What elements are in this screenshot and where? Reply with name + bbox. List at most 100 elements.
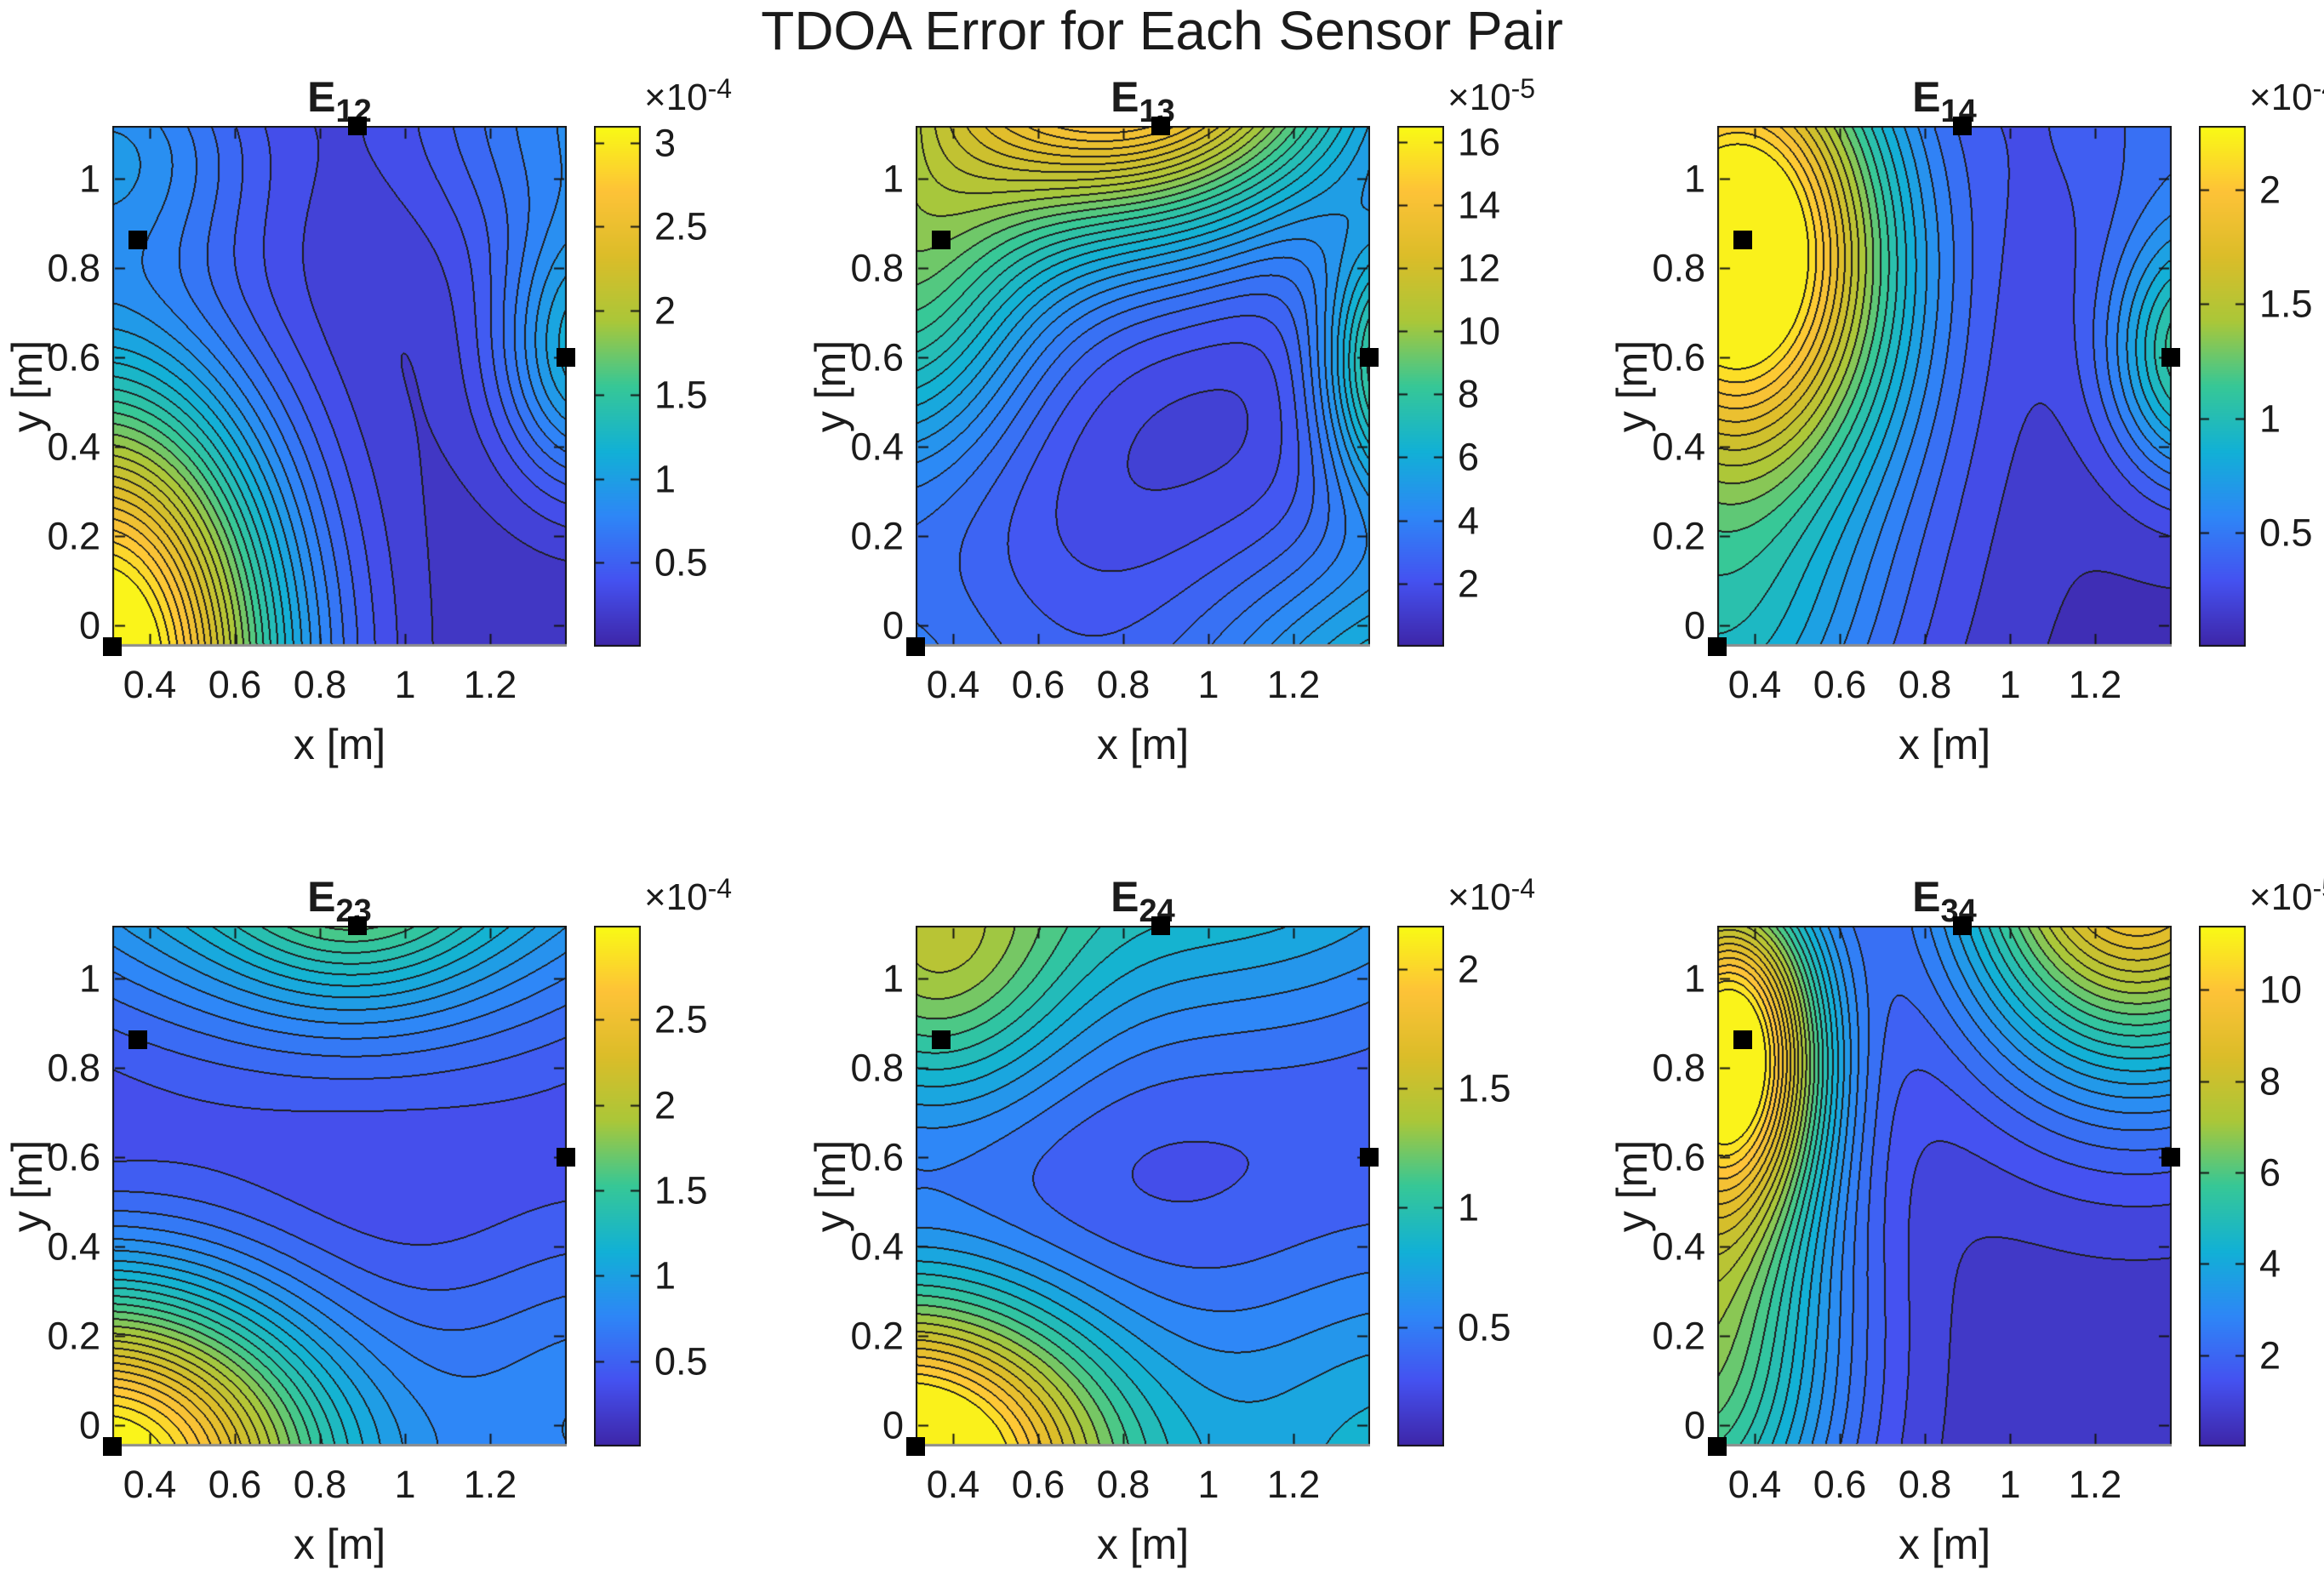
sensor-marker xyxy=(932,231,951,250)
sensor-marker xyxy=(1151,916,1170,935)
y-tick-label: 0 xyxy=(78,1403,100,1447)
sensor-marker xyxy=(348,117,367,135)
x-axis-label: x [m] xyxy=(1898,721,1991,768)
y-tick-label: 0.8 xyxy=(1652,246,1705,290)
x-tick-label: 1.2 xyxy=(2068,1463,2122,1506)
colorbar-tick-label: 1.5 xyxy=(1458,1066,1511,1110)
y-tick-label: 0.4 xyxy=(850,425,904,469)
sensor-marker xyxy=(348,916,367,935)
colorbar-tick-label: 12 xyxy=(1458,246,1501,290)
y-tick-label: 1 xyxy=(78,157,100,201)
contour-plot: 0.4 0.6 0.8 1 1.2 0 0.2 0.4 0.6 0.8 1 xyxy=(47,117,575,704)
sensor-marker xyxy=(557,1147,575,1167)
x-tick-label: 1.2 xyxy=(2068,663,2122,706)
y-axis-label: y [m] xyxy=(3,1139,51,1233)
figure-title: TDOA Error for Each Sensor Pair xyxy=(761,0,1563,61)
colorbar-exponent: ×10-5 xyxy=(1448,73,1536,118)
subplot-e14: E14 0.4 0.6 0.8 1 1.2 0 0.2 0.4 0.6 0.8 1 ×10-4 x … xyxy=(1608,73,2324,768)
y-tick-label: 0.4 xyxy=(850,1224,904,1269)
sensor-marker xyxy=(1733,231,1752,250)
colorbar-tick-label: 3 xyxy=(654,121,677,165)
y-tick-label: 0.6 xyxy=(1652,1135,1705,1179)
y-tick-label: 0 xyxy=(1683,603,1705,648)
colorbar-tick-label: 2.5 xyxy=(654,997,708,1041)
x-tick-label: 0.8 xyxy=(293,1463,347,1506)
y-tick-label: 0 xyxy=(882,1403,904,1447)
sensor-marker xyxy=(1151,117,1170,135)
x-tick-label: 0.4 xyxy=(1727,1463,1782,1506)
y-tick-label: 0.8 xyxy=(47,1046,100,1090)
colorbar xyxy=(1397,126,1444,647)
sensor-marker xyxy=(2161,1147,2180,1167)
colorbar-exponent: ×10-4 xyxy=(2249,73,2324,118)
x-axis-label: x [m] xyxy=(1096,1521,1190,1568)
y-tick-label: 0.2 xyxy=(850,514,904,558)
sensor-marker xyxy=(2161,347,2180,367)
y-tick-label: 0.4 xyxy=(47,425,100,469)
colorbar-tick-label: 8 xyxy=(1458,372,1480,416)
x-tick-label: 0.6 xyxy=(208,1463,262,1506)
x-tick-label: 0.6 xyxy=(1011,663,1065,706)
contour-plot: 0.4 0.6 0.8 1 1.2 0 0.2 0.4 0.6 0.8 1 xyxy=(1652,916,2180,1503)
colorbar-tick-label: 4 xyxy=(1458,499,1480,543)
y-tick-label: 1 xyxy=(882,956,904,1001)
colorbar-tick-label: 2 xyxy=(2259,1333,2281,1378)
x-tick-label: 0.4 xyxy=(123,1463,177,1506)
x-tick-label: 0.6 xyxy=(1813,1463,1867,1506)
x-axis-label: x [m] xyxy=(1096,721,1190,768)
x-tick-label: 0.8 xyxy=(1096,1463,1151,1506)
x-tick-label: 1.2 xyxy=(463,1463,517,1506)
y-tick-label: 0.6 xyxy=(1652,335,1705,379)
colorbar-tick-label: 2 xyxy=(1458,562,1480,606)
x-tick-label: 0.4 xyxy=(926,663,980,706)
y-axis-label: y [m] xyxy=(807,1139,854,1233)
colorbar-exponent: ×10-4 xyxy=(1448,873,1536,918)
sensor-marker xyxy=(128,231,147,250)
y-tick-label: 0.4 xyxy=(1652,1224,1705,1269)
x-tick-label: 1.2 xyxy=(1266,663,1321,706)
x-tick-label: 0.6 xyxy=(1813,663,1867,706)
colorbar-tick-label: 0.5 xyxy=(1458,1305,1511,1349)
colorbar-tick-label: 2 xyxy=(654,288,677,333)
y-tick-label: 0.2 xyxy=(47,1314,100,1358)
colorbar xyxy=(2199,126,2246,647)
colorbar-tick-label: 2 xyxy=(654,1083,677,1127)
sensor-marker xyxy=(128,1030,147,1050)
y-tick-label: 0.6 xyxy=(850,335,904,379)
x-tick-label: 0.8 xyxy=(1898,1463,1952,1506)
colorbar-tick-label: 10 xyxy=(1458,309,1501,353)
colorbar-tick-label: 1.5 xyxy=(2259,282,2313,326)
colorbar-tick-label: 2.5 xyxy=(654,204,708,248)
colorbar xyxy=(1397,926,1444,1446)
subplot-e34: E34 0.40.60.811.200.20.40.60.81 ×10-5 x … xyxy=(1608,873,2324,1568)
y-tick-label: 0.8 xyxy=(850,246,904,290)
x-tick-label: 1 xyxy=(1999,1463,2021,1506)
y-axis-label: y [m] xyxy=(1608,1139,1656,1233)
y-tick-label: 0 xyxy=(78,603,100,648)
x-axis-label: x [m] xyxy=(293,721,386,768)
colorbar-tick-label: 16 xyxy=(1458,120,1501,164)
panel-title: E12 xyxy=(307,73,372,129)
contour-plot: 0.4 0.6 0.8 1 1.2 0 0.2 0.4 0.6 0.8 1 xyxy=(850,117,1379,704)
y-tick-label: 0.2 xyxy=(850,1314,904,1358)
sensor-marker xyxy=(1360,1147,1379,1167)
y-tick-label: 0 xyxy=(882,603,904,648)
x-tick-label: 0.8 xyxy=(1096,663,1151,706)
x-tick-label: 1.2 xyxy=(463,663,517,706)
colorbar-tick-label: 14 xyxy=(1458,183,1501,227)
colorbar-tick-label: 0.5 xyxy=(2259,511,2313,555)
subplot-e24: E24 0.4 0.6 0.8 1 1.2 0 0.2 0.4 0.6 0.8 1 ×10-4 x … xyxy=(807,873,1535,1568)
y-tick-label: 1 xyxy=(78,956,100,1001)
x-axis-label: x [m] xyxy=(293,1521,386,1568)
x-tick-label: 1 xyxy=(1999,663,2021,706)
x-tick-label: 1 xyxy=(394,663,416,706)
sensor-marker xyxy=(1708,1437,1727,1456)
y-tick-label: 0.6 xyxy=(47,1135,100,1179)
x-tick-label: 0.4 xyxy=(123,663,177,706)
x-tick-label: 0.4 xyxy=(926,1463,980,1506)
contour-plot: 0.4 0.6 0.8 1 1.2 0 0.2 0.4 0.6 0.8 1 xyxy=(1652,117,2180,704)
colorbar-tick-label: 1.5 xyxy=(654,1168,708,1212)
colorbar-exponent: ×10-4 xyxy=(644,873,733,918)
colorbar-tick-label: 0.5 xyxy=(654,540,708,585)
y-tick-label: 1 xyxy=(1683,157,1705,201)
